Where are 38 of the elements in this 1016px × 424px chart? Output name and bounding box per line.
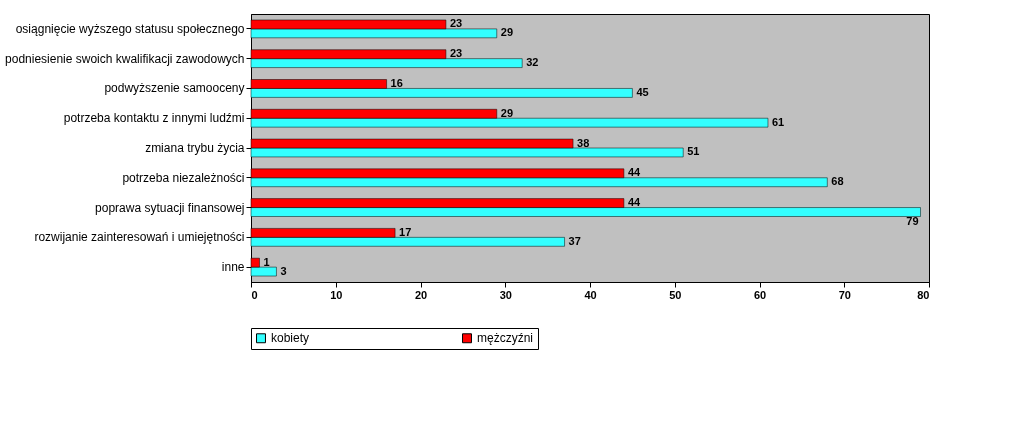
data-label: 23 xyxy=(449,47,463,60)
data-label: 23 xyxy=(449,17,463,30)
x-tick-label: 50 xyxy=(669,288,682,301)
data-label: 3 xyxy=(280,264,287,277)
data-label: 38 xyxy=(577,136,590,149)
y-tick-label: zmiana trybu życia xyxy=(145,141,245,155)
data-label: 61 xyxy=(771,115,785,128)
y-tick-label: inne xyxy=(221,260,245,275)
data-label: 16 xyxy=(390,76,403,89)
y-tick-label: potrzeba kontaktu z innymi ludźmi xyxy=(63,111,245,126)
x-tick-label: 40 xyxy=(584,288,597,301)
data-label: 44 xyxy=(627,166,642,179)
y-tick-label: podniesienie swoich kwalifikacji zawodowych xyxy=(5,51,245,66)
x-tick-label: 30 xyxy=(499,288,512,301)
y-tick-label: podwyższenie samooceny xyxy=(104,81,245,96)
y-tick-label: poprawa sytuacji finansowej xyxy=(95,200,245,215)
legend-label: mężczyźni xyxy=(477,331,534,346)
data-label: 1 xyxy=(263,255,270,268)
data-label: 51 xyxy=(687,145,700,158)
legend-label: kobiety xyxy=(271,331,310,346)
data-label: 79 xyxy=(906,215,919,228)
data-label: 17 xyxy=(399,225,412,238)
x-tick-label: 0 xyxy=(251,288,258,301)
data-label: 37 xyxy=(568,234,581,247)
x-tick-label: 20 xyxy=(414,288,428,301)
x-tick-label: 80 xyxy=(917,288,930,301)
x-tick-label: 10 xyxy=(330,288,343,301)
y-tick-label: osiągnięcie wyższego statusu społecznego xyxy=(15,21,245,36)
y-tick-label: rozwijanie zainteresowań i umiejętności xyxy=(34,230,245,245)
x-tick-label: 60 xyxy=(753,288,767,301)
data-label: 45 xyxy=(636,85,649,98)
data-label: 32 xyxy=(526,56,539,69)
data-label: 44 xyxy=(627,196,642,209)
data-label: 68 xyxy=(831,175,844,188)
data-label: 29 xyxy=(500,106,514,119)
data-label: 29 xyxy=(500,26,514,39)
x-tick-label: 70 xyxy=(838,288,851,301)
y-tick-label: potrzeba niezależności xyxy=(122,170,245,185)
